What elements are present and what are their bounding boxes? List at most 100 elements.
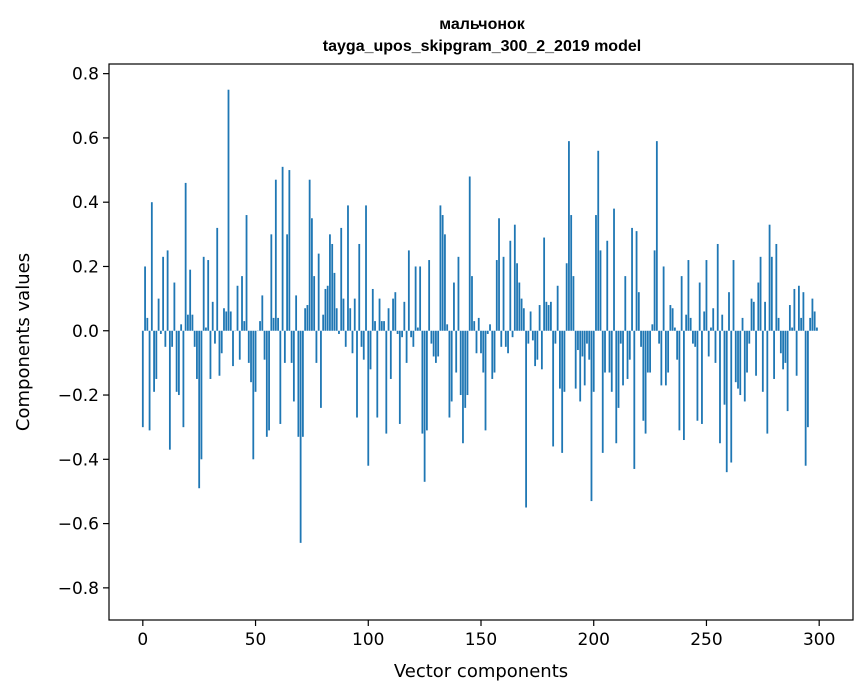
bar — [628, 330, 631, 360]
bar — [162, 256, 165, 331]
bar — [500, 330, 503, 347]
bar — [804, 330, 807, 466]
bar — [299, 330, 302, 543]
x-tick-label: 50 — [245, 630, 267, 650]
bar — [187, 314, 189, 331]
bar — [405, 330, 408, 363]
bar — [333, 272, 336, 331]
bar — [374, 321, 376, 331]
bar — [683, 330, 685, 441]
bar — [141, 330, 144, 428]
bar — [509, 240, 512, 331]
bar — [538, 305, 541, 331]
bar — [317, 253, 320, 331]
bar — [238, 330, 241, 360]
bar — [297, 330, 300, 437]
bar — [635, 231, 638, 331]
bar — [277, 317, 279, 331]
bar — [604, 330, 606, 373]
bar — [360, 330, 363, 347]
bar — [227, 89, 230, 331]
bar — [362, 330, 365, 360]
bar — [254, 330, 257, 392]
bar — [786, 330, 789, 412]
bar — [811, 298, 814, 331]
bar — [437, 330, 440, 357]
bar — [223, 308, 225, 331]
bar — [144, 266, 146, 331]
bar — [441, 215, 444, 331]
bar — [590, 330, 593, 502]
bar — [369, 330, 372, 370]
bar — [306, 305, 309, 331]
bar — [728, 292, 730, 331]
bar — [615, 330, 618, 444]
x-tick-label: 200 — [578, 630, 610, 650]
bar — [816, 327, 818, 331]
y-tick-label: 0.2 — [72, 257, 99, 277]
bar — [687, 260, 690, 331]
bar — [340, 227, 343, 331]
bar — [491, 330, 494, 379]
bar — [712, 308, 715, 331]
bar — [761, 330, 764, 392]
bar — [802, 292, 805, 331]
bar — [545, 301, 548, 331]
bar — [313, 276, 316, 331]
bar — [759, 256, 762, 331]
bar — [721, 314, 724, 331]
bar — [782, 330, 785, 370]
bar — [173, 282, 176, 331]
bar — [741, 317, 744, 331]
bar — [184, 182, 187, 331]
bar — [383, 321, 385, 331]
bar — [791, 327, 794, 331]
bar — [563, 330, 566, 392]
bar — [356, 330, 358, 418]
bar — [534, 330, 537, 367]
x-tick-label: 300 — [803, 630, 835, 650]
bar — [658, 330, 661, 344]
bar — [171, 330, 174, 347]
bar — [484, 330, 487, 431]
bar — [218, 330, 221, 376]
y-tick-label: 0.4 — [72, 193, 99, 213]
bar — [259, 321, 261, 331]
bar — [416, 327, 419, 331]
bar — [768, 224, 771, 331]
bar — [450, 330, 453, 402]
bar — [324, 288, 327, 331]
bar — [631, 227, 633, 331]
bar — [150, 202, 153, 331]
bar — [568, 141, 570, 331]
bar — [261, 295, 264, 331]
bar — [338, 330, 340, 334]
bar — [775, 243, 778, 331]
bar — [245, 215, 248, 331]
bar — [770, 256, 773, 331]
bar — [225, 311, 228, 331]
bar — [610, 330, 613, 392]
bar — [752, 301, 755, 331]
bar — [813, 311, 816, 331]
bar — [286, 234, 289, 331]
bar — [719, 330, 721, 444]
bar — [559, 330, 561, 389]
bar — [579, 330, 582, 402]
bar — [304, 308, 307, 331]
bar — [561, 330, 564, 453]
bar — [398, 330, 401, 424]
bar — [292, 330, 295, 402]
bar — [574, 330, 577, 389]
bar — [423, 330, 426, 482]
bar — [622, 330, 624, 386]
y-tick-label: 0.8 — [72, 65, 99, 85]
bar — [694, 330, 697, 347]
bar — [793, 288, 796, 331]
chart-subtitle: tayga_upos_skipgram_300_2_2019 model — [323, 38, 641, 55]
x-tick-label: 100 — [352, 630, 384, 650]
bar — [274, 179, 277, 331]
bar — [148, 330, 151, 431]
bar — [385, 330, 388, 434]
bar — [428, 260, 431, 331]
